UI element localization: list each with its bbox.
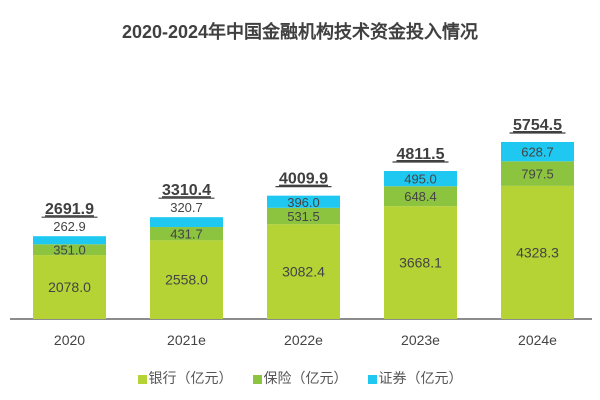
data-label: 262.9: [53, 219, 86, 234]
data-label: 431.7: [170, 227, 203, 242]
legend-label: 证券（亿元）: [378, 370, 463, 386]
legend-swatch: [137, 374, 147, 384]
legend-swatch: [252, 374, 262, 384]
bar-segment: [150, 240, 223, 319]
legend-label: 保险（亿元）: [263, 370, 348, 386]
total-label: 4009.9: [279, 171, 328, 188]
legend-item: 证券（亿元）: [367, 368, 463, 388]
bar-segment: [150, 217, 223, 228]
data-label: 2558.0: [165, 272, 208, 288]
x-tick-label: 2022e: [284, 332, 323, 348]
data-label: 3082.4: [282, 264, 325, 280]
data-label: 2078.0: [48, 279, 91, 295]
data-label: 351.0: [53, 243, 86, 258]
total-label: 4811.5: [396, 146, 444, 163]
bar-segment: [501, 185, 574, 319]
total-label: 3310.4: [162, 182, 211, 199]
legend-label: 银行（亿元）: [148, 370, 233, 386]
bar-segment: [267, 207, 340, 225]
bar-segment: [384, 171, 457, 187]
data-label: 797.5: [521, 167, 554, 182]
data-label: 628.7: [521, 145, 554, 160]
bar-segment: [150, 227, 223, 241]
bar-segment: [33, 236, 106, 245]
x-tick-label: 2021e: [167, 332, 206, 348]
legend-item: 银行（亿元）: [137, 368, 233, 388]
x-tick-label: 2024e: [518, 332, 557, 348]
bar-segment: [501, 142, 574, 162]
data-label: 648.4: [404, 189, 437, 204]
x-tick-label: 2020: [54, 332, 85, 348]
legend-swatch: [367, 374, 377, 384]
legend-item: 保险（亿元）: [252, 368, 348, 388]
bar-segment: [33, 255, 106, 319]
data-label: 320.7: [170, 200, 203, 215]
bar-segment: [267, 195, 340, 208]
bar-segment: [267, 224, 340, 319]
data-label: 531.5: [287, 209, 320, 224]
bar-segment: [384, 206, 457, 319]
bar-segment: [501, 161, 574, 186]
data-label: 4328.3: [516, 244, 559, 260]
bar-segment: [33, 244, 106, 256]
total-label: 5754.5: [513, 117, 562, 134]
chart-title: 2020-2024年中国金融机构技术资金投入情况: [121, 22, 479, 42]
bar-segment: [384, 186, 457, 207]
legend: 银行（亿元） 保险（亿元） 证券（亿元）: [0, 368, 600, 388]
data-label: 3668.1: [399, 255, 442, 271]
data-label: 396.0: [287, 195, 320, 210]
x-tick-label: 2023e: [401, 332, 440, 348]
total-label: 2691.9: [45, 201, 94, 218]
data-label: 495.0: [404, 172, 437, 187]
